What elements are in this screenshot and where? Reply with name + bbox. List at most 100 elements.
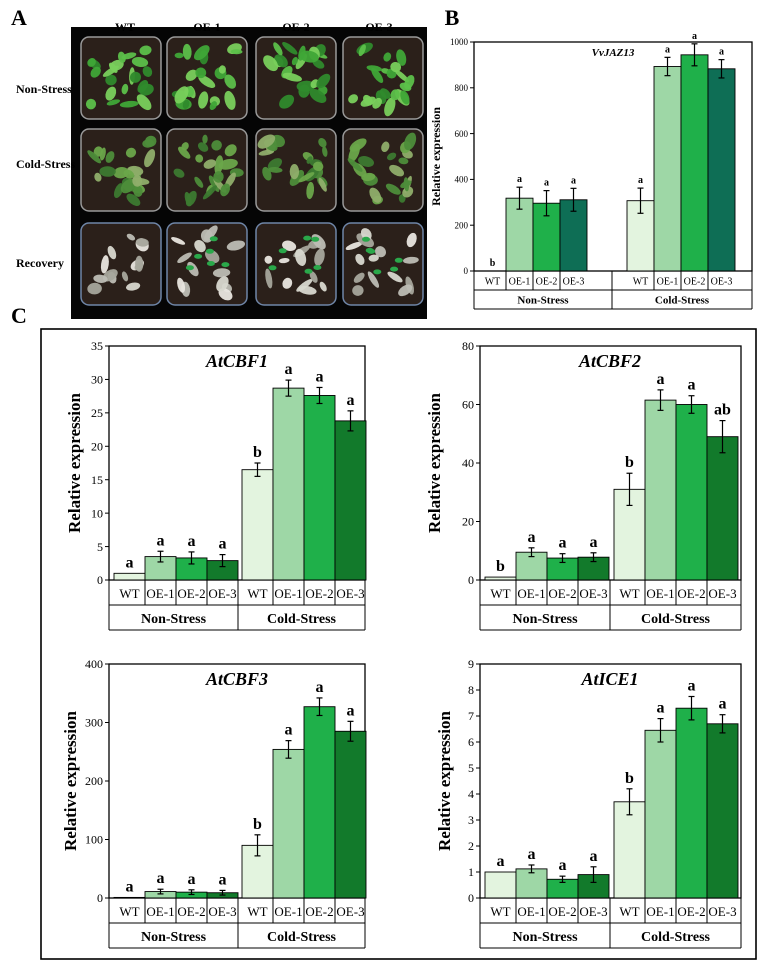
leaf [195,154,204,163]
leaf [390,61,402,73]
leaf [313,161,324,172]
recovered-leaf [311,236,320,242]
category-label: WT [490,586,510,601]
bar-cold-stress-oe-3 [334,420,367,581]
leaf [130,71,141,83]
leaf [224,74,237,89]
y-tick-label: 7 [468,709,474,723]
leaf [105,86,117,101]
y-tick-label: 25 [91,406,103,420]
bar-cold-stress-oe-2 [675,404,708,581]
category-label: OE-3 [579,586,607,601]
leaf [398,157,409,165]
category-label: OE-1 [517,904,545,919]
significance-letter: a [571,175,576,186]
leaf [202,185,217,200]
leaf [126,233,136,241]
significance-letter: a [219,536,227,553]
recovered-leaf [206,261,215,266]
leaf [273,42,283,56]
y-axis-label: Relative expression [425,392,444,532]
leaf [295,248,307,266]
leaf [93,274,108,283]
y-tick-label: 0 [97,573,103,587]
significance-letter: a [316,368,324,385]
category-label: OE-2 [677,904,705,919]
significance-letter: b [253,816,262,833]
recovered-leaf [268,265,277,271]
leaf [226,240,246,251]
leaf [345,241,363,251]
leaf [358,44,366,57]
leaf [209,101,217,111]
y-tick-label: 800 [455,83,469,93]
category-label: OE-2 [548,904,576,919]
leaf [360,96,376,107]
plant-photo [71,27,427,319]
leaf [142,66,153,77]
leaf [379,88,391,99]
significance-letter: b [496,558,505,575]
bar-cold-stress-oe-3 [706,436,739,581]
significance-letter: b [490,258,496,269]
recovered-leaf [185,265,194,271]
category-label: OE-1 [657,277,679,288]
category-label: OE-1 [146,904,174,919]
leaf [174,52,184,59]
leaf [309,89,327,103]
y-tick-label: 0 [468,573,474,587]
significance-letter: a [657,700,665,717]
leaf [105,74,117,86]
category-label: WT [633,277,649,288]
significance-letter: a [157,532,165,549]
leaf [403,256,419,264]
recovered-leaf [390,266,399,272]
leaf [131,56,149,68]
significance-letter: b [625,770,634,787]
leaf [105,151,115,163]
category-label: OE-2 [177,586,205,601]
chart-title: AtCBF1 [205,351,268,371]
photo-column-label: WT [115,20,135,34]
photo-row-label: Non-Stress [16,82,72,96]
y-tick-label: 100 [85,833,103,847]
y-axis-label: Relative expression [65,392,84,532]
significance-letter: a [285,722,293,739]
leaf [200,229,213,243]
leaf [173,168,185,178]
category-label: WT [619,586,639,601]
y-tick-label: 6 [468,735,474,749]
category-label: OE-3 [563,277,585,288]
leaf [181,142,189,151]
leaf [182,99,190,109]
recovered-leaf [362,236,370,242]
panel-label-c: C [11,303,27,328]
leaf [85,98,97,110]
leaf [113,167,129,179]
photo-column-label: OE-2 [282,20,309,34]
category-label: WT [619,904,639,919]
bar-non-stress-wt [113,572,146,581]
leaf [309,270,318,283]
bar-cold-stress-oe-1 [644,729,677,899]
leaf [142,139,155,148]
panel-label-a: A [11,5,27,30]
bar-cold-stress-wt [613,801,646,899]
leaf [107,245,117,260]
y-tick-label: 400 [85,657,103,671]
recovered-leaf [373,269,382,275]
significance-letter: a [638,175,643,186]
leaf [347,158,363,172]
significance-letter: a [126,878,134,895]
leaf [399,82,412,92]
chart-title: AtICE1 [580,669,638,689]
leaf [274,54,288,68]
leaf [298,84,310,98]
significance-letter: a [316,679,324,696]
leaf [212,268,231,278]
leaf [177,277,186,293]
leaf [400,90,410,105]
leaf [171,237,186,245]
leaf [126,193,141,206]
significance-letter: a [719,47,724,58]
